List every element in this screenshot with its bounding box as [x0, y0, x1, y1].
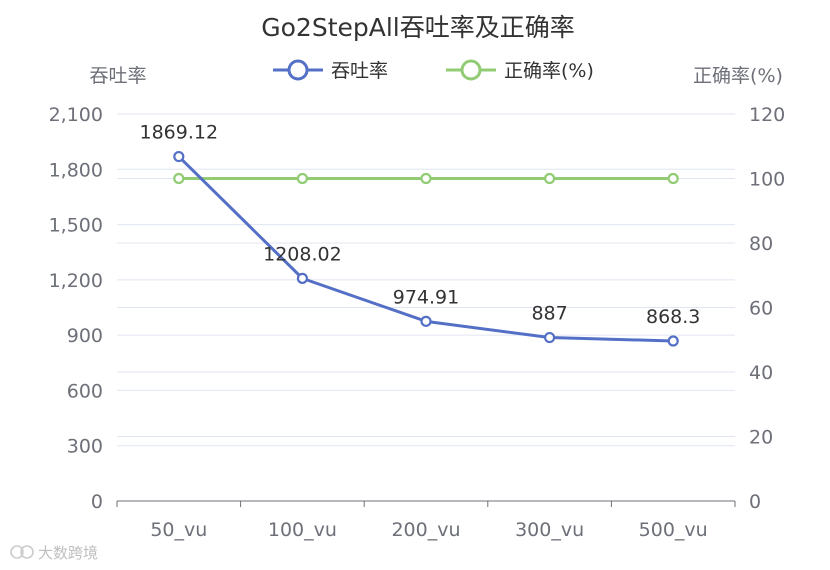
right-tick-label: 120 — [749, 104, 785, 126]
x-tick-label: 500_vu — [639, 519, 708, 541]
series-line — [177, 155, 674, 343]
right-tick-label: 80 — [749, 233, 773, 255]
left-tick-label: 2,100 — [49, 104, 103, 126]
legend-marker — [460, 59, 482, 81]
x-axis: 50_vu 100_vu 200_vu 300_vu 500_vu — [116, 500, 736, 541]
right-tick-label: 100 — [749, 169, 785, 191]
left-tick-label: 0 — [91, 491, 103, 513]
chart-title: Go2StepAll吞吐率及正确率 — [261, 13, 575, 42]
data-label: 1208.02 — [263, 243, 342, 265]
data-point[interactable] — [296, 172, 308, 185]
x-tick-label: 100_vu — [268, 519, 337, 541]
right-tick-label: 20 — [749, 427, 773, 449]
data-point[interactable] — [667, 172, 679, 185]
left-tick-label: 600 — [67, 380, 103, 402]
legend-label: 吞吐率 — [331, 60, 388, 82]
left-axis-label: 吞吐率 — [89, 65, 146, 87]
data-point[interactable] — [420, 172, 432, 185]
right-axis-label: 正确率(%) — [693, 65, 783, 87]
x-tick-label: 50_vu — [150, 519, 207, 541]
left-tick-label: 1,800 — [49, 159, 103, 181]
data-point[interactable] — [420, 315, 432, 327]
left-tick-label: 900 — [67, 325, 103, 347]
left-tick-label: 1,200 — [49, 270, 103, 292]
left-tick-label: 1,500 — [49, 215, 103, 237]
data-label: 1869.12 — [140, 122, 219, 144]
data-point[interactable] — [667, 335, 679, 347]
grid — [117, 113, 735, 447]
x-tick-label: 200_vu — [391, 519, 460, 541]
right-tick-label: 0 — [749, 491, 761, 513]
data-label: 887 — [531, 303, 567, 325]
x-tick-label: 300_vu — [515, 519, 584, 541]
data-point[interactable] — [173, 150, 185, 163]
legend-label: 正确率(%) — [504, 60, 594, 82]
data-point[interactable] — [296, 272, 308, 284]
legend-marker — [287, 59, 309, 81]
left-axis-ticks: 0 300 600 900 1,200 1,500 1,800 2,100 — [49, 104, 103, 513]
right-tick-label: 60 — [749, 298, 773, 320]
legend[interactable]: 吞吐率 正确率(%) — [273, 59, 594, 82]
data-label: 868.3 — [646, 306, 700, 328]
right-tick-label: 40 — [749, 362, 773, 384]
watermark: 大数跨境 — [10, 544, 98, 562]
series-layer: 1869.12 1208.02 974.91 887 868.3 — [140, 122, 700, 347]
left-tick-label: 300 — [67, 436, 103, 458]
watermark-text: 大数跨境 — [38, 544, 98, 562]
watermark-logo-icon — [10, 545, 34, 559]
data-point[interactable] — [543, 172, 556, 185]
data-point[interactable] — [543, 331, 556, 344]
data-point[interactable] — [173, 172, 185, 185]
right-axis-ticks: 0 20 40 60 80 100 120 — [749, 104, 785, 513]
data-label: 974.91 — [393, 286, 459, 308]
